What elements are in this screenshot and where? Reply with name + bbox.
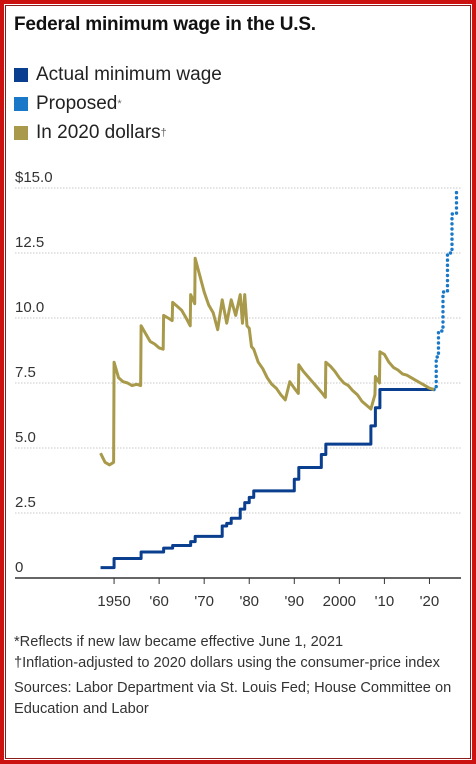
series-line-0	[100, 388, 434, 570]
y-tick-label: 10.0	[15, 299, 44, 316]
footnotes: *Reflects if new law became effective Ju…	[14, 632, 464, 720]
legend-label-proposed: Proposed	[36, 92, 118, 114]
legend-swatch-actual	[14, 67, 28, 82]
y-tick-label: 0	[15, 559, 23, 576]
legend-swatch-inflation	[14, 125, 28, 140]
chart-legend: Actual minimum wage Proposed * In 2020 do…	[14, 60, 222, 147]
x-tick-label: 2000	[323, 593, 356, 610]
footnote-proposed: *Reflects if new law became effective Ju…	[14, 634, 344, 650]
footnote-inflation: †Inflation-adjusted to 2020 dollars usin…	[14, 655, 440, 671]
chart-title: Federal minimum wage in the U.S.	[14, 14, 316, 35]
legend-mark-proposed: *	[117, 97, 122, 110]
y-tick-label: 7.5	[15, 364, 36, 381]
series-line-2	[99, 256, 435, 467]
x-tick-label: '80	[239, 593, 259, 610]
legend-item-proposed: Proposed *	[14, 89, 222, 118]
legend-label-actual: Actual minimum wage	[36, 63, 222, 85]
legend-label-inflation: In 2020 dollars	[36, 121, 161, 143]
x-tick-label: '10	[375, 593, 395, 610]
y-tick-label: 12.5	[15, 234, 44, 251]
footnote-sources: Sources: Labor Department via St. Louis …	[14, 680, 452, 717]
x-tick-label: '70	[194, 593, 214, 610]
y-tick-label: $15.0	[15, 169, 53, 186]
x-tick-label: '60	[149, 593, 169, 610]
legend-mark-inflation: †	[160, 126, 167, 139]
legend-item-actual: Actual minimum wage	[14, 60, 222, 89]
y-tick-label: 2.5	[15, 494, 36, 511]
x-tick-label: '90	[285, 593, 305, 610]
y-tick-label: 5.0	[15, 429, 36, 446]
series-line-1	[432, 186, 459, 392]
x-tick-label: '20	[420, 593, 440, 610]
chart-plot: 0 2.5 5.0 7.5 10.0 12.5 $15.0 1950 '60 '70 '80 '90 2…	[15, 169, 461, 610]
legend-item-inflation: In 2020 dollars †	[14, 118, 222, 147]
x-tick-label: 1950	[97, 593, 130, 610]
legend-swatch-proposed	[14, 96, 28, 111]
